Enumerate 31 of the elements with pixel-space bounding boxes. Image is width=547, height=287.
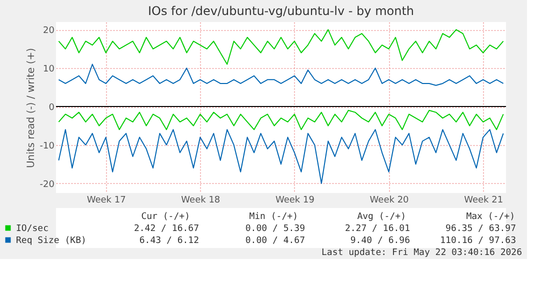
x-tick-label: Week 19 bbox=[275, 196, 315, 206]
text: 6.43 / 6.12 bbox=[139, 236, 199, 246]
y-tick-label: -10 bbox=[40, 141, 55, 152]
text: 96.35 / 63.97 bbox=[446, 224, 516, 234]
text: 2.27 / 16.01 bbox=[344, 224, 410, 234]
x-tick-label: Week 20 bbox=[370, 196, 410, 206]
legend-label: IO/sec bbox=[16, 224, 49, 234]
line-series bbox=[58, 129, 504, 184]
text: Max (-/+) bbox=[466, 212, 515, 222]
text: Min (-/+) bbox=[249, 212, 298, 222]
text: 9.40 / 6.96 bbox=[350, 236, 410, 246]
text: Cur (-/+) bbox=[141, 212, 190, 222]
line-series bbox=[58, 29, 504, 65]
y-tick-label: 10 bbox=[43, 64, 55, 75]
text: Avg (-/+) bbox=[357, 212, 406, 222]
x-tick-label: Week 18 bbox=[181, 196, 220, 206]
text: 0.00 / 5.39 bbox=[245, 224, 305, 234]
y-axis-title: Units read (-) / write (+) bbox=[26, 48, 37, 168]
line-series bbox=[58, 64, 504, 86]
text: 2.42 / 16.67 bbox=[134, 224, 199, 234]
line-series bbox=[58, 110, 504, 130]
x-tick-label: Week 21 bbox=[464, 196, 504, 206]
legend-label: Req Size (KB) bbox=[16, 236, 86, 246]
x-tick-label: Week 17 bbox=[86, 196, 126, 206]
y-tick-label: 20 bbox=[43, 26, 55, 36]
y-tick-label: -20 bbox=[40, 180, 55, 190]
y-tick-label: 0 bbox=[48, 103, 55, 114]
text: Last update: Fri May 22 03:40:16 2026 bbox=[322, 248, 522, 258]
text: 0.00 / 4.67 bbox=[245, 236, 305, 246]
text: 110.16 / 97.63 bbox=[440, 236, 516, 246]
chart-title: IOs for /dev/ubuntu-vg/ubuntu-lv - by month bbox=[148, 4, 414, 18]
